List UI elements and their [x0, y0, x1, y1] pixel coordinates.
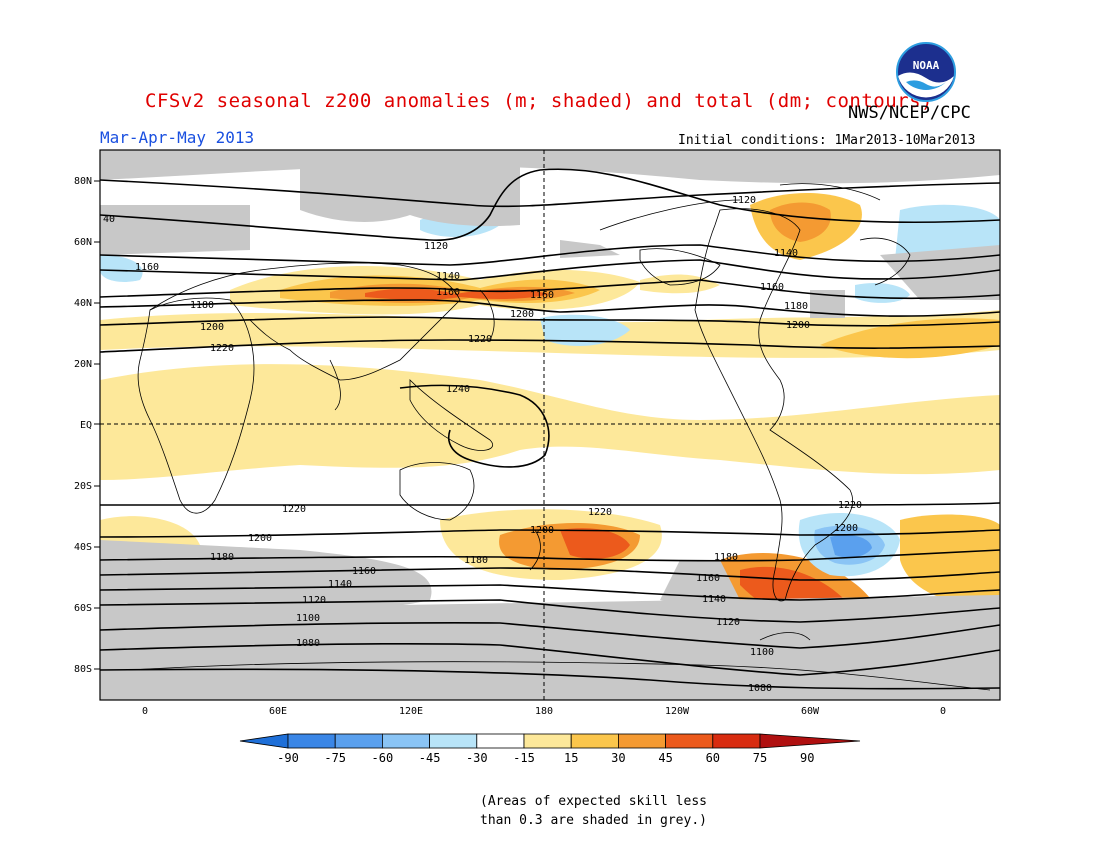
contour-label: 1140 [328, 579, 352, 590]
contour-label: 1140 [702, 594, 726, 605]
lat-label: 40N [74, 298, 92, 309]
contour-label: 1200 [510, 309, 534, 320]
contour-label: 1160 [760, 282, 784, 293]
contour-label: 1160 [135, 262, 159, 273]
lon-label: 60E [269, 706, 287, 717]
lat-label: 20S [74, 481, 92, 492]
lat-label: EQ [80, 420, 92, 431]
lon-label: 120W [665, 706, 690, 717]
lon-label: 120E [399, 706, 423, 717]
contour-label: 1180 [210, 552, 234, 563]
colorbar-tick-label: 30 [611, 751, 625, 765]
height-contours [100, 168, 1000, 690]
contour-label: 1200 [834, 523, 858, 534]
contour-label: 1160 [530, 290, 554, 301]
map-title: CFSv2 seasonal z200 anomalies (m; shaded… [145, 90, 933, 112]
lon-label: 0 [142, 706, 148, 717]
contour-label: 1220 [588, 507, 612, 518]
lat-label: 60S [74, 603, 92, 614]
contour-label: 1220 [282, 504, 306, 515]
lat-label: 40S [74, 542, 92, 553]
colorbar-swatch [381, 733, 430, 749]
colorbar-left-arrow [239, 733, 289, 749]
colorbar-swatch [618, 733, 667, 749]
colorbar-tick-label: -45 [419, 751, 441, 765]
colorbar-swatch [712, 733, 761, 749]
contour-label: 1160 [436, 287, 460, 298]
contour-label: 1100 [296, 613, 320, 624]
contour-label: 1120 [424, 241, 448, 252]
lon-label: 180 [535, 706, 553, 717]
contour-labels: 40 1120 1120 1140 1160 1160 1140 1160 11… [103, 195, 862, 694]
colorbar-tick-label: -30 [466, 751, 488, 765]
lat-label: 60N [74, 237, 92, 248]
contour-label: 1080 [748, 683, 772, 694]
colorbar-tick-label: -75 [324, 751, 346, 765]
contour-label: 1080 [296, 638, 320, 649]
colorbar-tick-label: 90 [800, 751, 814, 765]
contour-label: 1220 [468, 334, 492, 345]
contour-label: 40 [103, 214, 115, 225]
colorbar-swatch [334, 733, 383, 749]
noaa-logo: NOAA [896, 42, 956, 102]
colorbar-swatch [287, 733, 336, 749]
skill-note: (Areas of expected skill less than 0.3 a… [480, 794, 707, 828]
contour-label: 1120 [302, 595, 326, 606]
colorbar-tick-label: 60 [706, 751, 720, 765]
contour-label: 1100 [750, 647, 774, 658]
colorbar-swatch [665, 733, 714, 749]
colorbar-tick-label: -60 [372, 751, 394, 765]
contour-label: 1200 [530, 525, 554, 536]
colorbar-swatch [476, 733, 525, 749]
contour-label: 1140 [436, 271, 460, 282]
contour-label: 1200 [786, 320, 810, 331]
svg-text:NOAA: NOAA [913, 59, 940, 72]
colorbar-swatch [570, 733, 619, 749]
contour-label: 1160 [352, 566, 376, 577]
lat-label: 80S [74, 664, 92, 675]
season-label: Mar-Apr-May 2013 [100, 128, 255, 147]
colorbar-swatch [523, 733, 572, 749]
colorbar-swatch [429, 733, 478, 749]
lon-label: 0 [940, 706, 946, 717]
contour-label: 1200 [200, 322, 224, 333]
lon-label: 60W [801, 706, 820, 717]
colorbar-tick-label: 45 [658, 751, 672, 765]
colorbar-tick-label: 75 [753, 751, 767, 765]
contour-label: 1240 [446, 384, 470, 395]
map-panel: 40 1120 1120 1140 1160 1160 1140 1160 11… [100, 150, 1000, 700]
lat-label: 80N [74, 176, 92, 187]
contour-label: 1180 [714, 552, 738, 563]
contour-label: 1120 [732, 195, 756, 206]
contour-label: 1200 [248, 533, 272, 544]
contour-label: 1140 [774, 248, 798, 259]
contour-label: 1120 [716, 617, 740, 628]
colorbar-right-arrow [759, 733, 861, 749]
noaa-logo-icon: NOAA [896, 42, 956, 102]
contour-label: 1160 [696, 573, 720, 584]
initial-conditions-label: Initial conditions: 1Mar2013-10Mar2013 [678, 133, 976, 148]
map-frame [99, 149, 1001, 701]
colorbar-tick-label: -15 [513, 751, 535, 765]
contour-label: 1220 [838, 500, 862, 511]
lat-label: 20N [74, 359, 92, 370]
longitude-axis: 0 60E 120E 180 120W 60W 0 [142, 706, 946, 717]
contour-label: 1220 [210, 343, 234, 354]
colorbar-tick-label: 15 [564, 751, 578, 765]
latitude-ticks [94, 180, 100, 670]
agency-label: NWS/NCEP/CPC [848, 103, 971, 123]
contour-label: 1180 [190, 300, 214, 311]
contour-label: 1180 [464, 555, 488, 566]
colorbar: -90 -75 -60 -45 -30 -15 15 30 45 60 75 90 [239, 733, 861, 765]
colorbar-tick-label: -90 [277, 751, 299, 765]
contour-label: 1180 [784, 301, 808, 312]
latitude-axis: 80N 60N 40N 20N EQ 20S 40S 60S 80S [74, 176, 92, 675]
